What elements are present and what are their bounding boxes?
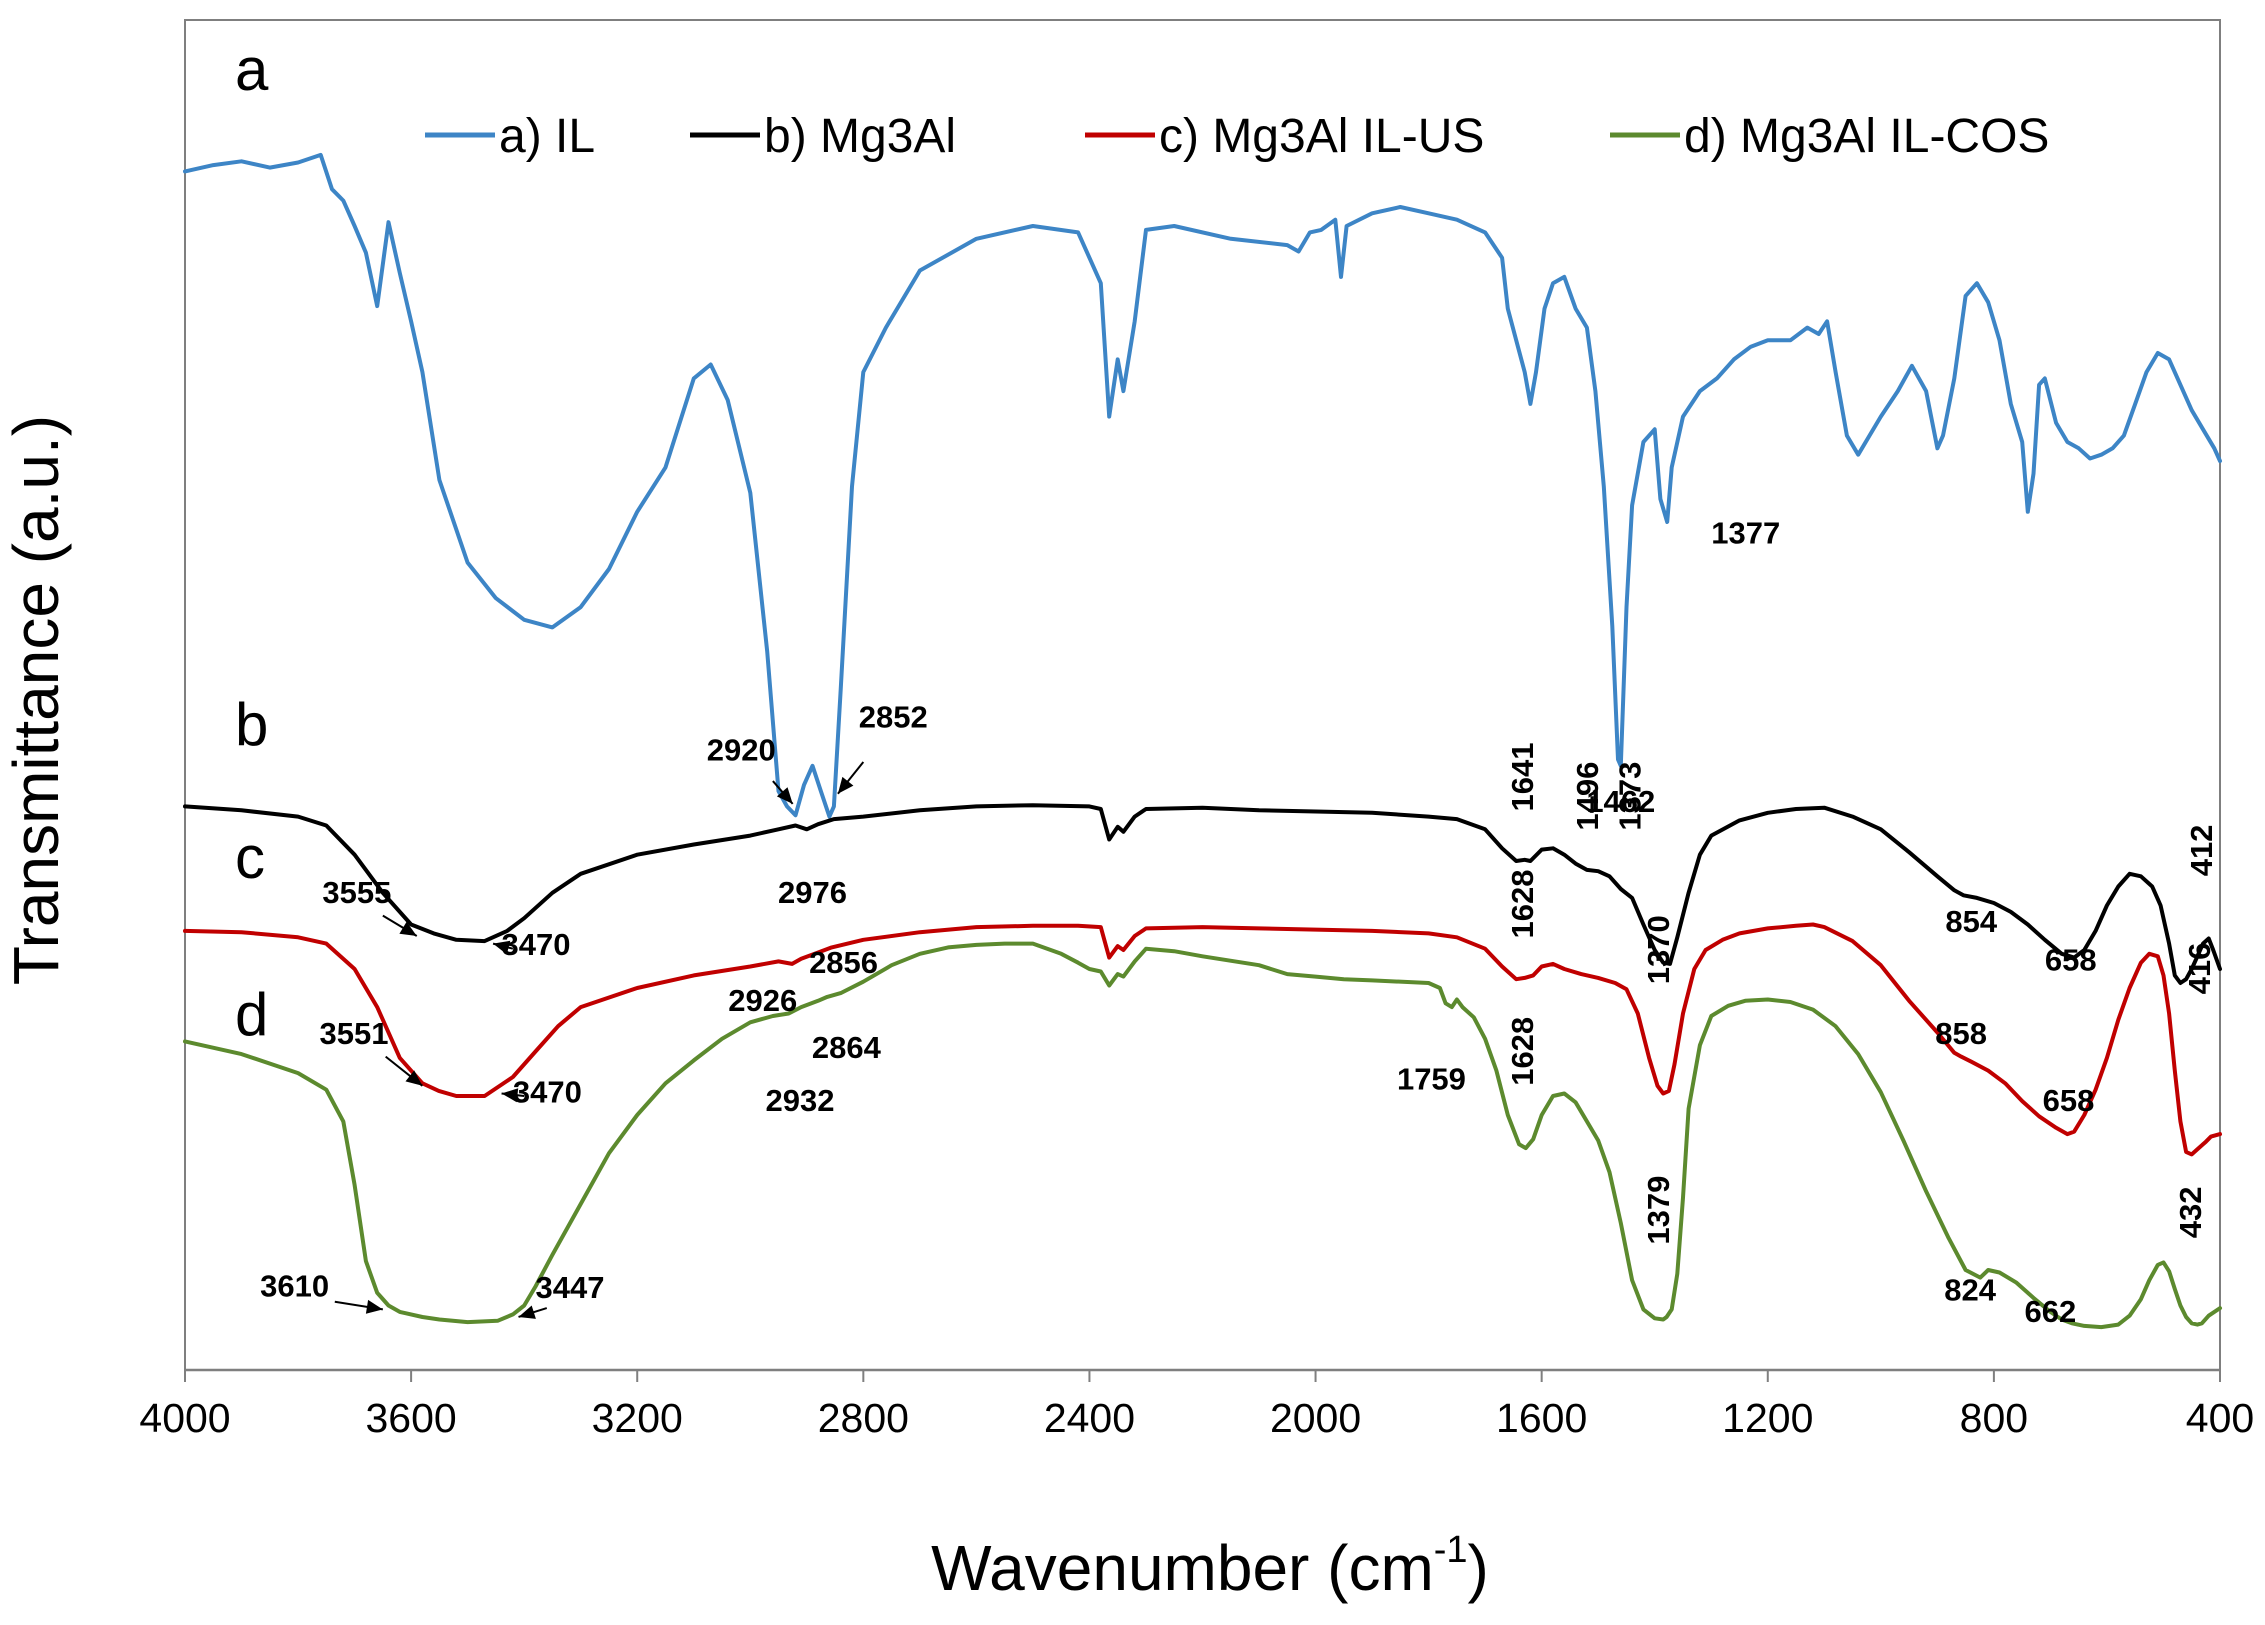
annotation-arrow (837, 761, 865, 795)
peak-label: 412 (2184, 825, 2219, 877)
series-line-d (183, 941, 2222, 1330)
x-axis-title-sup: -1 (1434, 1529, 1468, 1571)
peak-label: 2864 (812, 1030, 882, 1065)
peak-label: 1379 (1641, 1176, 1676, 1245)
x-tick-label: 2400 (1044, 1395, 1135, 1441)
peak-label: 662 (2025, 1294, 2077, 1329)
peak-label: 1628 (1505, 1017, 1540, 1086)
peak-label: 432 (2173, 1186, 2208, 1238)
legend-label-a: a) IL (499, 110, 595, 163)
annotation-arrow (501, 1088, 525, 1103)
arrow-head (399, 921, 417, 936)
y-axis-title: Transmittance (a.u.) (0, 415, 72, 985)
peak-label: 416 (2182, 943, 2217, 995)
arrow-head (405, 1070, 423, 1086)
peak-label: 1370 (1641, 915, 1676, 984)
annotation-arrow (772, 780, 794, 805)
x-tick-label: 3200 (592, 1395, 683, 1441)
arrow-head (501, 1088, 519, 1103)
peak-label: 1377 (1711, 516, 1780, 551)
annotation-arrow (382, 914, 418, 937)
peak-label: 658 (2043, 1083, 2095, 1118)
annotation-arrows (334, 761, 865, 1319)
annotation-arrow (518, 1305, 548, 1319)
x-axis-title-main: Wavenumber (cm (931, 1532, 1434, 1604)
peak-label: 2920 (707, 733, 776, 768)
series-layer (183, 152, 2222, 1330)
x-tick-label: 800 (1960, 1395, 2028, 1441)
peak-label: 3470 (513, 1074, 582, 1109)
x-tick-label: 2800 (818, 1395, 909, 1441)
peak-label: 2852 (859, 700, 928, 735)
peak-label: 858 (1935, 1016, 1987, 1051)
curve-letter-d: d (235, 981, 268, 1048)
arrow-head (837, 776, 854, 794)
x-axis-title: Wavenumber (cm-1) (931, 1529, 1489, 1604)
x-tick-label: 2000 (1270, 1395, 1361, 1441)
arrow-head (365, 1299, 383, 1314)
arrow-head (493, 940, 511, 955)
annotation-labels: 1377 1462 2920 2852 2976 3555 3470 1641 1496 1373… (260, 516, 2219, 1330)
curve-letter-a: a (235, 36, 269, 103)
peak-label: 3447 (535, 1270, 604, 1305)
x-tick-label: 3600 (366, 1395, 457, 1441)
peak-label: 1496 (1570, 762, 1605, 831)
peak-label: 1462 (1586, 784, 1655, 819)
peak-label: 3610 (260, 1269, 329, 1304)
legend-label-c: c) Mg3Al IL-US (1159, 110, 1484, 163)
peak-label: 1759 (1397, 1062, 1466, 1097)
peak-label: 2932 (766, 1083, 835, 1118)
peak-label: 2976 (778, 875, 847, 910)
peak-label: 3470 (502, 927, 571, 962)
peak-label: 1628 (1505, 870, 1540, 939)
x-tick-label: 4000 (139, 1395, 230, 1441)
annotation-arrow (385, 1055, 424, 1087)
x-tick-label: 400 (2186, 1395, 2254, 1441)
x-tick-label: 1600 (1496, 1395, 1587, 1441)
peak-label: 854 (1945, 904, 1997, 939)
curve-letter-b: b (235, 691, 268, 758)
arrow-head (776, 787, 793, 804)
arrow-head (518, 1305, 536, 1319)
series-line-b (183, 803, 2222, 985)
peak-label: 824 (1944, 1272, 1996, 1307)
x-axis-title-end: ) (1468, 1532, 1489, 1604)
peak-label: 3551 (320, 1016, 389, 1051)
annotation-arrow (334, 1299, 384, 1314)
curve-letter-c: c (235, 824, 265, 891)
legend-label-d: d) Mg3Al IL-COS (1684, 110, 2049, 163)
peak-label: 2856 (809, 945, 878, 980)
legend: a) IL b) Mg3Al c) Mg3Al IL-US d) Mg3Al IL-C… (425, 110, 2049, 163)
x-tick-label: 1200 (1722, 1395, 1813, 1441)
x-ticks: 4000 3600 3200 2800 2400 2000 1600 1200 800 400 (139, 1370, 2254, 1441)
annotation-arrow (492, 940, 514, 955)
peak-label: 658 (2045, 942, 2097, 977)
peak-label: 3555 (322, 875, 391, 910)
peak-label: 1641 (1505, 743, 1540, 812)
peak-label: 2926 (728, 983, 797, 1018)
legend-label-b: b) Mg3Al (764, 110, 956, 163)
series-line-a (183, 152, 2222, 819)
series-line-c (183, 922, 2222, 1157)
peak-label: 1373 (1613, 762, 1648, 831)
curve-letters: a bc d (235, 36, 269, 1048)
